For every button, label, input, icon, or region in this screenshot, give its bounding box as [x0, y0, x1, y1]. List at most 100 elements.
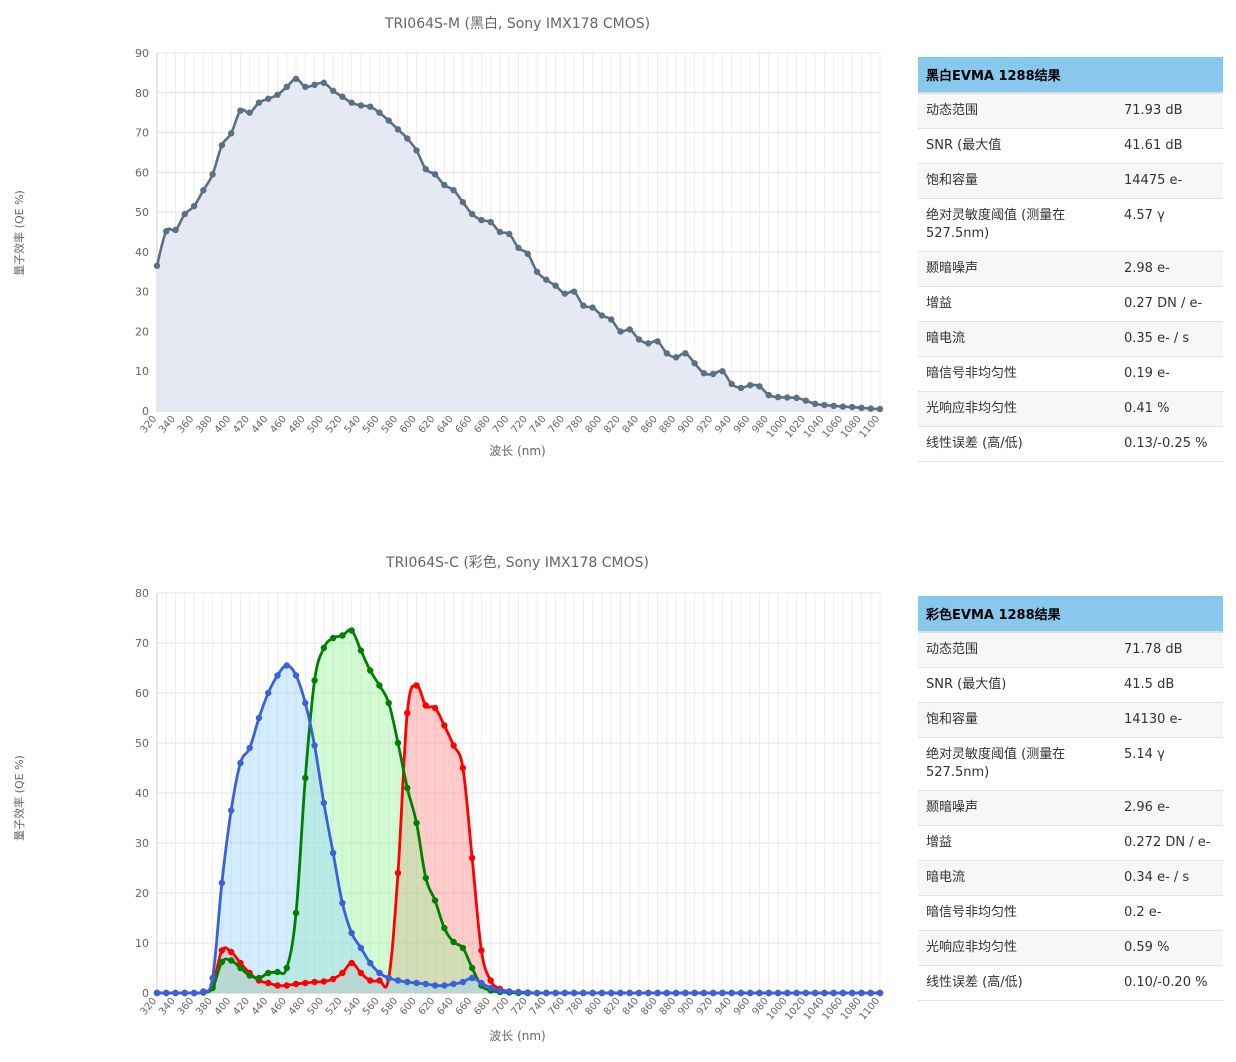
x-tick-label: 820 — [602, 414, 623, 436]
y-tick-label: 80 — [135, 587, 149, 600]
data-point — [274, 982, 281, 989]
series-area-0 — [157, 78, 880, 412]
x-tick-label: 1100 — [858, 414, 883, 441]
evma-row-label: 暗电流 — [918, 860, 1116, 896]
data-point — [580, 302, 587, 309]
x-tick-label: 340 — [157, 414, 178, 436]
data-point — [654, 989, 661, 997]
x-tick-label: 900 — [676, 996, 697, 1018]
data-point — [626, 326, 633, 333]
x-tick-label: 860 — [639, 996, 660, 1018]
x-tick-label: 460 — [268, 996, 289, 1018]
data-point — [422, 980, 430, 988]
x-tick-label: 860 — [639, 414, 660, 436]
data-point — [700, 370, 708, 377]
x-tick-label: 800 — [584, 996, 605, 1018]
x-tick-label: 840 — [621, 414, 642, 436]
data-point — [728, 380, 735, 388]
data-point — [682, 350, 689, 357]
evma-row-value: 0.35 e- / s — [1116, 321, 1223, 357]
data-point — [422, 702, 430, 709]
data-point — [626, 989, 633, 997]
x-tick-label: 440 — [250, 996, 271, 1018]
data-point — [218, 879, 226, 887]
data-point — [478, 979, 485, 987]
mono-evma-table: 黑白EVMA 1288结果 动态范围 71.93 dB SNR (最大值 41.61 … — [918, 57, 1223, 462]
data-point — [385, 974, 392, 982]
data-point — [719, 989, 726, 997]
x-tick-label: 700 — [491, 996, 512, 1018]
evma-row: 暗电流 0.34 e- / s — [918, 860, 1223, 896]
evma-row-label: SNR (最大值 — [918, 128, 1116, 164]
y-tick-label: 60 — [135, 166, 149, 179]
evma-row: 绝对灵敏度阈值 (测量在527.5nm) 4.57 γ — [918, 198, 1223, 252]
data-point — [153, 262, 161, 270]
data-point — [811, 400, 819, 408]
data-point — [607, 989, 615, 997]
data-point — [218, 947, 226, 954]
data-point — [320, 644, 328, 652]
data-point — [728, 989, 735, 997]
data-point — [515, 244, 522, 252]
evma-row-label: 光响应非均匀性 — [918, 391, 1116, 427]
data-point — [802, 989, 810, 997]
data-point — [237, 964, 244, 972]
data-point — [839, 403, 847, 410]
data-point — [163, 228, 170, 235]
data-point — [450, 187, 457, 194]
data-point — [468, 210, 476, 218]
data-point — [450, 742, 457, 749]
data-point — [515, 988, 522, 996]
data-point — [292, 980, 300, 988]
data-point — [246, 972, 253, 979]
data-point — [302, 83, 309, 91]
evma-row-label: SNR (最大值) — [918, 667, 1116, 703]
data-point — [274, 91, 281, 98]
data-point — [756, 989, 763, 997]
data-point — [802, 397, 810, 404]
data-point — [793, 394, 800, 402]
x-tick-label: 880 — [658, 414, 679, 436]
evma-row-value: 0.272 DN / e- — [1116, 825, 1223, 861]
data-point — [858, 989, 865, 997]
x-tick-label: 960 — [732, 996, 753, 1018]
data-point — [524, 250, 531, 258]
data-point — [404, 709, 411, 717]
data-point — [302, 699, 309, 707]
y-tick-label: 10 — [135, 365, 149, 378]
data-point — [561, 989, 569, 997]
x-tick-label: 640 — [435, 996, 456, 1018]
x-tick-label: 500 — [305, 414, 326, 436]
evma-row-value: 2.98 e- — [1116, 251, 1223, 287]
x-tick-label: 940 — [713, 996, 734, 1018]
data-point — [431, 171, 439, 178]
data-point — [385, 117, 392, 124]
data-point — [404, 978, 411, 986]
evma-row: 增益 0.272 DN / e- — [918, 825, 1223, 861]
data-point — [774, 393, 782, 401]
x-tick-label: 500 — [305, 996, 326, 1018]
data-point — [227, 807, 235, 814]
y-tick-label: 0 — [142, 987, 149, 1000]
data-point — [737, 989, 745, 997]
data-point — [635, 989, 643, 997]
x-tick-label: 360 — [176, 996, 197, 1018]
data-point — [552, 989, 559, 997]
x-tick-label: 460 — [268, 414, 289, 436]
data-point — [339, 632, 346, 639]
y-tick-label: 40 — [135, 246, 149, 259]
data-point — [153, 989, 161, 997]
data-point — [237, 759, 244, 767]
data-point — [441, 181, 448, 189]
data-point — [441, 982, 448, 989]
data-point — [329, 634, 337, 642]
color-qe-chart: 0102030405060708032034036038040042044046… — [135, 587, 884, 1022]
evma-row-label: 暗信号非均匀性 — [918, 895, 1116, 931]
data-point — [357, 969, 365, 977]
x-tick-label: 580 — [380, 414, 401, 436]
y-tick-label: 20 — [135, 325, 149, 338]
evma-row-value: 71.78 dB — [1116, 632, 1223, 668]
evma-row: 光响应非均匀性 0.41 % — [918, 391, 1223, 427]
x-tick-label: 760 — [546, 996, 567, 1018]
data-point — [246, 109, 253, 116]
